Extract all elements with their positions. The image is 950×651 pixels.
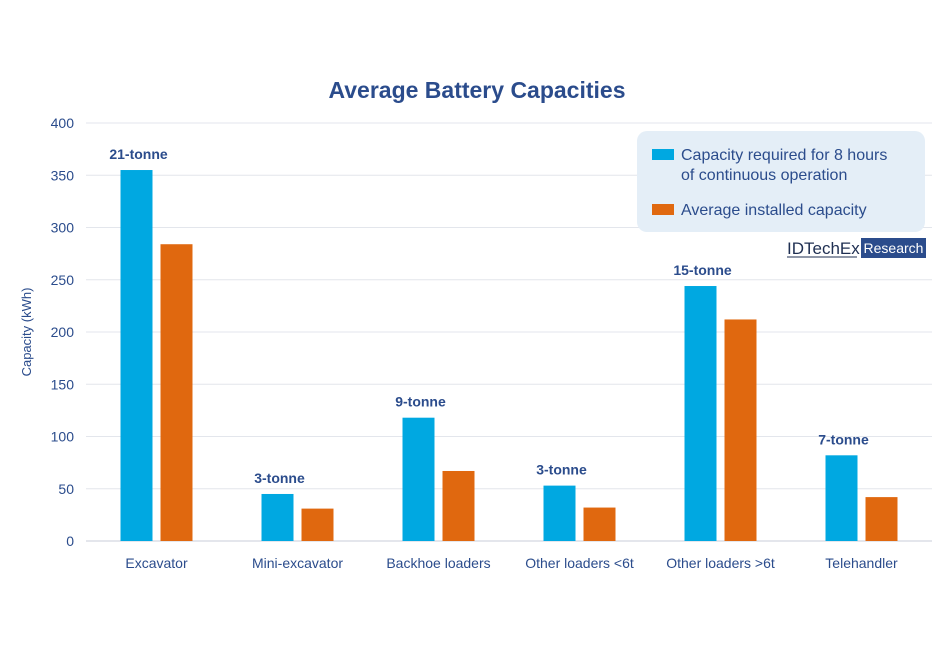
bar-required: [543, 485, 576, 541]
y-axis-label: Capacity (kWh): [19, 288, 34, 377]
bar-annotation: 9-tonne: [395, 394, 446, 410]
y-tick-label: 150: [51, 376, 75, 392]
bar-annotation: 7-tonne: [818, 431, 869, 447]
bar-installed: [442, 470, 475, 541]
legend-swatch: [652, 149, 674, 160]
brand-name: IDTechEx: [787, 239, 860, 258]
y-tick-label: 200: [51, 324, 75, 340]
y-tick-label: 300: [51, 220, 75, 236]
legend-entry: Average installed capacity: [681, 202, 867, 219]
legend: Capacity required for 8 hours of continuo…: [637, 131, 925, 232]
x-tick-label: Other loaders >6t: [666, 555, 775, 571]
labels-layer: Excavator 21-tonne Mini-excavator 3-tonne Ba…: [109, 146, 898, 571]
bar-installed: [160, 244, 193, 541]
bar-annotation: 3-tonne: [254, 470, 305, 486]
chart-title: Average Battery Capacities: [328, 77, 625, 103]
legend-background: [637, 131, 925, 232]
bar-annotation: 21-tonne: [109, 146, 168, 162]
y-tick-label: 50: [58, 481, 74, 497]
bar-annotation: 3-tonne: [536, 462, 587, 478]
x-tick-label: Excavator: [125, 555, 188, 571]
bars-layer: [120, 170, 898, 541]
brand-tag: Research: [864, 240, 924, 256]
x-tick-label: Telehandler: [825, 555, 898, 571]
bar-required: [120, 170, 153, 541]
bar-installed: [865, 497, 898, 541]
y-tick-label: 250: [51, 272, 75, 288]
bar-annotation: 15-tonne: [673, 262, 732, 278]
legend-swatch: [652, 204, 674, 215]
bar-installed: [301, 508, 334, 541]
bar-installed: [583, 507, 616, 541]
y-tick-label: 350: [51, 167, 75, 183]
bar-required: [684, 286, 717, 541]
y-tick-label: 400: [51, 115, 75, 131]
legend-entry: Capacity required for 8 hours: [681, 147, 887, 164]
legend-entry: of continuous operation: [681, 167, 847, 184]
bar-required: [261, 493, 294, 541]
bar-required: [825, 455, 858, 541]
bar-installed: [724, 319, 757, 541]
y-tick-label: 0: [66, 533, 74, 549]
x-tick-label: Mini-excavator: [252, 555, 343, 571]
bar-required: [402, 417, 435, 541]
brand-logo: IDTechEx Research: [787, 238, 926, 258]
brand-tag-background: [861, 238, 926, 258]
x-tick-label: Backhoe loaders: [386, 555, 490, 571]
y-tick-label: 100: [51, 429, 75, 445]
x-tick-label: Other loaders <6t: [525, 555, 634, 571]
grid-layer: 0 50 100 150 200 250 300 350 400: [51, 115, 932, 549]
